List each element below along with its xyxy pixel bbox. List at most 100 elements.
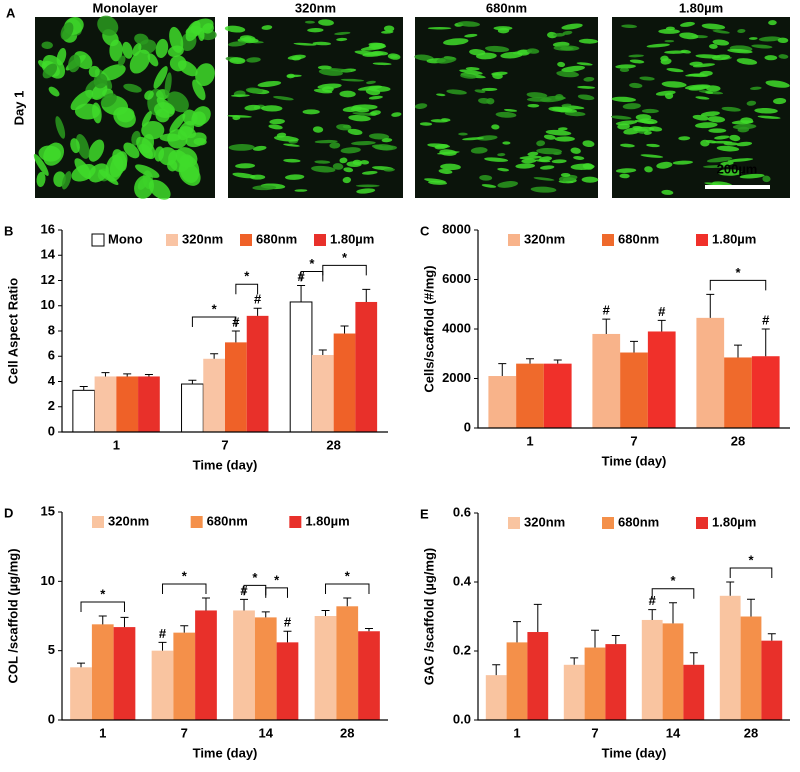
cell-blob xyxy=(169,113,186,133)
cell-blob xyxy=(701,23,726,30)
cell-blob xyxy=(581,176,599,183)
cell-blob xyxy=(273,135,299,142)
significance-bracket xyxy=(322,264,367,276)
cell-blob xyxy=(491,124,500,130)
panel-letter: E xyxy=(420,506,429,521)
legend-label: 1.80µm xyxy=(305,513,349,528)
error-bar xyxy=(340,325,349,334)
error-bar xyxy=(761,328,770,357)
bar xyxy=(696,317,725,428)
cell-blob xyxy=(553,45,580,51)
cell-blob xyxy=(462,137,484,141)
significance-bracket xyxy=(325,583,370,594)
x-tick-label: 14 xyxy=(666,725,681,740)
cell-blob xyxy=(502,141,511,145)
cell-blob xyxy=(497,153,506,157)
cell-blob xyxy=(577,85,596,89)
cell-blob xyxy=(164,72,172,96)
cell-blob xyxy=(736,141,753,147)
cell-blob xyxy=(419,122,433,126)
legend-swatch xyxy=(289,516,302,528)
cell-blob xyxy=(664,39,675,43)
cell-blob xyxy=(481,87,498,92)
x-tick-label: 1 xyxy=(526,433,533,448)
cell-blob xyxy=(711,140,733,144)
cell-blob xyxy=(438,169,453,174)
cell-blob xyxy=(757,115,781,119)
legend-label: 680nm xyxy=(618,514,659,529)
cell-blob xyxy=(123,142,140,159)
bar xyxy=(516,363,544,428)
legend-swatch xyxy=(602,234,614,246)
y-tick-label: 2000 xyxy=(442,370,471,385)
cell-blob xyxy=(720,161,734,166)
error-bar xyxy=(689,652,698,665)
cell-blob xyxy=(153,102,175,118)
cell-blob xyxy=(322,86,334,93)
cell-blob xyxy=(629,59,645,64)
error-bar xyxy=(630,340,638,353)
cell-blob xyxy=(273,96,294,101)
cell-blob xyxy=(109,151,128,178)
error-bar xyxy=(364,627,373,632)
cell-blob xyxy=(155,38,169,58)
cell-blob xyxy=(245,87,263,94)
error-bar xyxy=(706,293,715,318)
bar xyxy=(276,642,299,720)
cell-blob xyxy=(777,37,789,44)
cell-blob xyxy=(768,20,777,26)
x-tick-label: 1 xyxy=(513,725,520,740)
significance-hash: # xyxy=(284,615,292,630)
x-tick-label: 7 xyxy=(221,437,228,452)
cell-blob xyxy=(553,33,565,37)
significance-star: * xyxy=(100,586,106,601)
cell-blob xyxy=(261,105,283,112)
bar xyxy=(314,616,337,720)
cell-blob xyxy=(332,163,344,170)
y-tick-label: 0 xyxy=(48,711,55,726)
error-bar xyxy=(158,641,167,651)
error-bar xyxy=(144,374,153,377)
cell-blob xyxy=(368,85,391,92)
legend-swatch xyxy=(91,233,105,247)
significance-hash: # xyxy=(254,292,262,307)
cell-blob xyxy=(672,160,693,165)
cell-blob xyxy=(307,27,324,33)
cell-blob xyxy=(481,184,497,188)
cell-blob xyxy=(314,139,338,144)
cell-blob xyxy=(465,67,480,71)
cell-blob xyxy=(700,111,720,117)
cell-blob xyxy=(661,189,674,195)
cell-blob xyxy=(229,57,246,65)
error-bar xyxy=(253,307,262,316)
cell-blob xyxy=(326,68,352,72)
cell-blob xyxy=(116,107,135,123)
cell-blob xyxy=(414,103,428,109)
panel-letter: C xyxy=(420,223,430,238)
error-bar xyxy=(570,657,579,665)
cell-blob xyxy=(177,60,198,77)
cell-blob xyxy=(93,73,108,89)
cell-blob xyxy=(232,172,256,179)
cell-blob xyxy=(758,36,781,42)
y-tick-label: 4 xyxy=(48,373,56,388)
cell-blob xyxy=(352,112,377,116)
error-bar xyxy=(362,288,371,302)
cell-blob xyxy=(492,73,503,80)
cell-blob xyxy=(261,25,273,30)
legend-label: Mono xyxy=(108,231,143,246)
cell-blob xyxy=(680,21,695,27)
significance-bracket xyxy=(235,283,259,295)
cell-blob xyxy=(717,169,743,176)
cell-blob xyxy=(611,96,636,103)
cell-blob xyxy=(644,166,653,173)
cell-blob xyxy=(283,143,300,147)
cell-blob xyxy=(536,148,563,155)
cell-blob xyxy=(56,47,67,66)
cell-blob xyxy=(228,41,247,47)
cell-blob xyxy=(141,110,152,128)
cell-blob xyxy=(232,115,241,121)
bar xyxy=(563,664,585,720)
cell-blob xyxy=(660,58,672,65)
